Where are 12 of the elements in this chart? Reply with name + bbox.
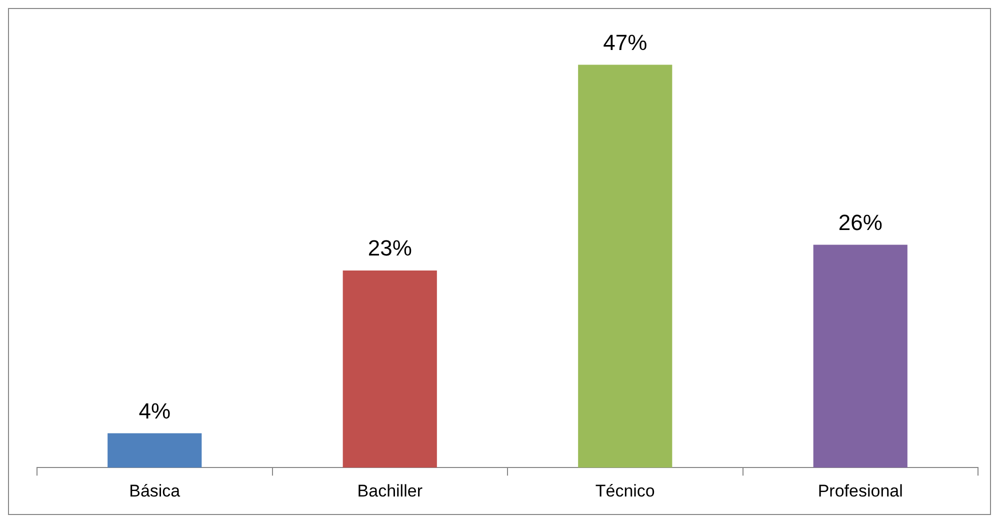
- bar: [108, 433, 202, 468]
- data-label: 47%: [603, 30, 648, 55]
- data-label: 23%: [368, 236, 412, 261]
- x-tick-label: Técnico: [595, 481, 655, 500]
- x-tick-label: Básica: [129, 481, 181, 500]
- bar: [813, 244, 908, 468]
- x-tick-label: Profesional: [818, 481, 903, 500]
- x-tick-label: Bachiller: [357, 481, 423, 500]
- bar: [342, 270, 437, 468]
- bar: [578, 64, 672, 468]
- data-label: 4%: [138, 398, 171, 424]
- data-label: 26%: [838, 210, 882, 235]
